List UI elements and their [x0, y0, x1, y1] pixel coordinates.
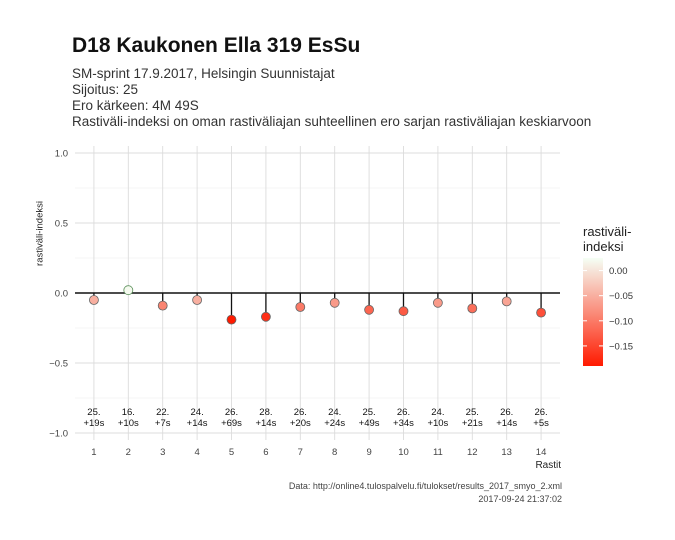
data-point — [226, 314, 237, 325]
annotation-rank: 25. — [362, 407, 375, 418]
annotation-diff: +24s — [324, 418, 345, 429]
legend-title-line-2: indeksi — [583, 239, 624, 254]
subtitle-event: SM-sprint 17.9.2017, Helsingin Suunnista… — [72, 66, 335, 81]
data-point — [261, 311, 271, 322]
x-axis-title: Rastit — [535, 460, 561, 471]
data-point — [467, 303, 478, 314]
legend-title-line-1: rastiväli- — [583, 224, 632, 239]
legend-label: 0.00 — [609, 266, 628, 277]
grid-lines — [75, 146, 560, 440]
x-tick-label: 11 — [433, 447, 443, 458]
annotation-rank: 25. — [87, 407, 100, 418]
annotation-diff: +49s — [359, 418, 380, 429]
data-point — [123, 285, 134, 296]
annotation-diff: +14s — [255, 418, 276, 429]
annotation-rank: 26. — [534, 407, 547, 418]
annotation-rank: 26. — [225, 407, 238, 418]
data-point — [536, 307, 546, 318]
annotation-diff: +20s — [290, 418, 311, 429]
annotation-rank: 26. — [397, 407, 410, 418]
data-point — [192, 295, 203, 305]
data-point — [329, 297, 340, 308]
data-point — [432, 297, 443, 308]
annotation-diff: +7s — [155, 418, 171, 429]
x-tick-label: 9 — [366, 447, 371, 458]
legend-label: −0.05 — [609, 291, 633, 302]
legend-title: rastiväli- indeksi — [583, 224, 631, 254]
x-tick-label: 14 — [536, 447, 547, 458]
x-tick-label: 6 — [263, 447, 268, 458]
caption-timestamp: 2017-09-24 21:37:02 — [478, 494, 562, 504]
annotation-rank: 24. — [328, 407, 341, 418]
y-tick-label: 0.5 — [55, 219, 68, 230]
data-points — [89, 285, 546, 325]
annotation-diff: +19s — [83, 418, 104, 429]
annotation-diff: +14s — [187, 418, 208, 429]
subtitle-gap: Ero kärkeen: 4M 49S — [72, 98, 199, 113]
annotation-diff: +21s — [462, 418, 483, 429]
x-tick-label: 3 — [160, 447, 165, 458]
annotation-rank: 26. — [294, 407, 307, 418]
annotation-diff: +10s — [118, 418, 139, 429]
legend-label: −0.15 — [609, 341, 633, 352]
annotation-diff: +34s — [393, 418, 414, 429]
x-tick-label: 13 — [501, 447, 512, 458]
caption-source: Data: http://online4.tulospalvelu.fi/tul… — [288, 481, 562, 491]
annotation-rank: 24. — [191, 407, 204, 418]
annotation-rank: 26. — [500, 407, 513, 418]
annotation-rank: 16. — [122, 407, 135, 418]
annotation-rank: 25. — [466, 407, 479, 418]
data-point — [364, 304, 374, 315]
annotation-rank: 28. — [259, 407, 272, 418]
annotation-diff: +14s — [496, 418, 517, 429]
data-point — [501, 296, 512, 307]
annotation-rank: 24. — [431, 407, 444, 418]
y-tick-label: 1.0 — [55, 149, 68, 160]
x-tick-label: 2 — [126, 447, 131, 458]
data-point — [295, 302, 306, 312]
annotation-rank: 22. — [156, 407, 169, 418]
data-point — [157, 300, 168, 311]
y-tick-label: 0.0 — [55, 289, 68, 300]
x-tick-label: 7 — [298, 447, 303, 458]
y-tick-label: −1.0 — [49, 429, 68, 440]
x-tick-label: 5 — [229, 447, 234, 458]
subtitle-description: Rastiväli-indeksi on oman rastiväliajan … — [72, 114, 592, 129]
split-annotations: 25.+19s16.+10s22.+7s24.+14s26.+69s28.+14… — [83, 407, 549, 429]
x-tick-label: 4 — [194, 447, 199, 458]
annotation-diff: +5s — [533, 418, 549, 429]
data-point — [89, 295, 99, 305]
x-tick-label: 12 — [467, 447, 478, 458]
axis-ticks: 1.00.50.0−0.5−1.01 2 3 4 5 6 7 8 9 10 11 12 13 14 — [49, 149, 546, 459]
x-tick-label: 8 — [332, 447, 337, 458]
data-point — [398, 306, 409, 317]
annotation-diff: +10s — [427, 418, 448, 429]
x-tick-label: 1 — [91, 447, 96, 458]
subtitle-rank: Sijoitus: 25 — [72, 82, 139, 97]
y-tick-label: −0.5 — [49, 359, 68, 370]
legend-label: −0.10 — [609, 316, 633, 327]
chart-title: D18 Kaukonen Ella 319 EsSu — [72, 34, 361, 57]
x-tick-label: 10 — [398, 447, 409, 458]
color-legend: 0.00 −0.05 −0.10 −0.15 — [583, 258, 633, 366]
annotation-diff: +69s — [221, 418, 242, 429]
legend-color-bar — [583, 258, 603, 366]
